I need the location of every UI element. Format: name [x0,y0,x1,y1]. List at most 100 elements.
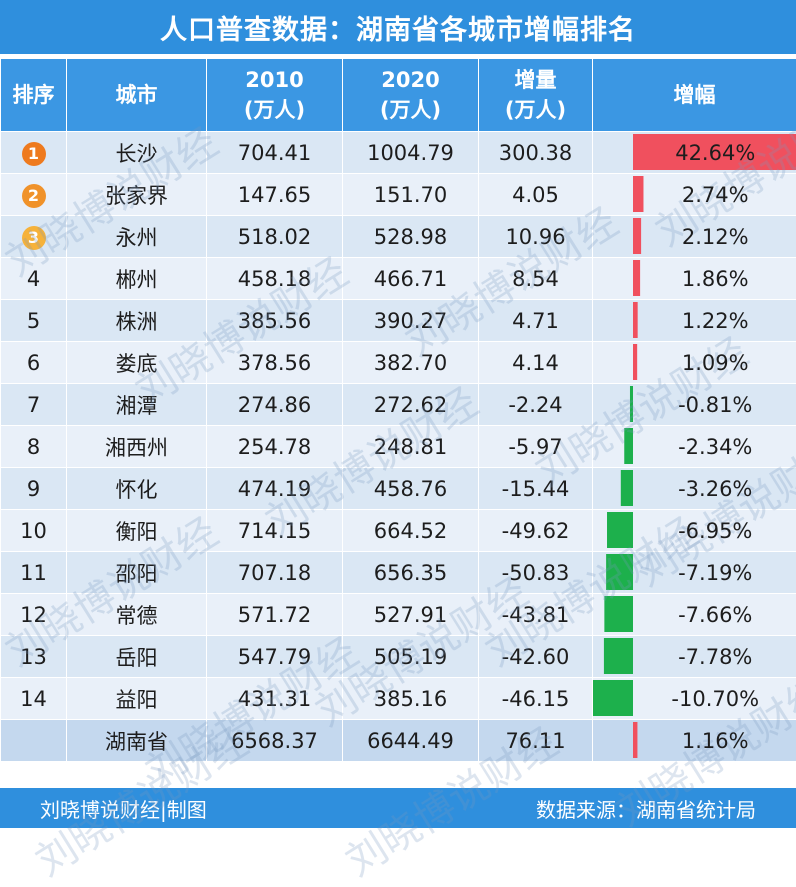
rank-cell: 2 [1,174,67,216]
city-cell: 长沙 [67,132,207,174]
pop-2020-cell: 382.70 [343,342,479,384]
city-cell: 郴州 [67,258,207,300]
rank-medal-icon: 1 [22,142,46,166]
city-cell: 湘西州 [67,426,207,468]
city-cell: 常德 [67,594,207,636]
increase-cell: 4.14 [479,342,593,384]
growth-cell: -7.78% [635,636,796,678]
rank-cell: 13 [1,636,67,678]
growth-cell: -0.81% [635,384,796,426]
pop-2020-cell: 527.91 [343,594,479,636]
growth-bar-svg [593,258,635,299]
growth-bar-cell [593,510,635,552]
growth-cell: 1.09% [635,342,796,384]
growth-bar-svg [593,468,635,509]
city-cell: 永州 [67,216,207,258]
rank-cell: 5 [1,300,67,342]
growth-cell: -6.95% [635,510,796,552]
growth-cell: 2.12% [635,216,796,258]
footer-credit: 刘晓博说财经|制图 [40,794,207,823]
pop-2010-cell: 714.15 [207,510,343,552]
increase-cell: -46.15 [479,678,593,720]
increase-cell: -2.24 [479,384,593,426]
pop-2020-cell: 390.27 [343,300,479,342]
rank-cell: 12 [1,594,67,636]
increase-cell: -49.62 [479,510,593,552]
pop-2010-cell: 378.56 [207,342,343,384]
growth-bar [624,428,633,464]
rank-medal-icon: 3 [22,226,46,250]
pop-2010-cell: 518.02 [207,216,343,258]
city-cell: 湘潭 [67,384,207,426]
pop-2010-header: 2010 (万人) [207,59,343,132]
growth-bar-svg [593,678,635,719]
pop-2020-cell: 458.76 [343,468,479,510]
rank-cell [1,720,67,762]
growth-bar-svg [593,720,635,761]
growth-bar-cell [593,258,635,300]
city-cell: 怀化 [67,468,207,510]
growth-bar [621,470,633,506]
pop-2020-cell: 385.16 [343,678,479,720]
rank-cell: 14 [1,678,67,720]
growth-bar-cell [593,552,635,594]
city-cell: 张家界 [67,174,207,216]
growth-bar-svg [593,636,635,677]
pop-2020-cell: 248.81 [343,426,479,468]
rank-cell: 3 [1,216,67,258]
growth-bar-cell [593,342,635,384]
growth-bar-svg [593,342,635,383]
increase-cell: 10.96 [479,216,593,258]
city-cell: 邵阳 [67,552,207,594]
footer: 刘晓博说财经|制图 数据来源：湖南省统计局 [0,788,796,828]
pop-2020-cell: 505.19 [343,636,479,678]
increase-cell: -15.44 [479,468,593,510]
increase-cell: 4.71 [479,300,593,342]
growth-bar-svg [593,384,635,425]
growth-bar-cell [593,384,635,426]
growth-bar-cell [593,636,635,678]
growth-bar [593,680,633,716]
pop-2020-cell: 528.98 [343,216,479,258]
increase-cell: -50.83 [479,552,593,594]
pop-2010-cell: 147.65 [207,174,343,216]
pop-2010-cell: 385.56 [207,300,343,342]
growth-bar [607,512,633,548]
growth-bar-cell [593,720,635,762]
city-cell: 衡阳 [67,510,207,552]
city-cell: 岳阳 [67,636,207,678]
rank-cell: 6 [1,342,67,384]
growth-bar-cell [593,426,635,468]
growth-bar-cell [593,132,635,174]
growth-cell: -7.19% [635,552,796,594]
growth-bar [606,554,633,590]
growth-cell: -3.26% [635,468,796,510]
growth-bar [630,386,633,422]
pop-2020-cell: 1004.79 [343,132,479,174]
growth-bar-svg [593,552,635,593]
increase-header: 增量 (万人) [479,59,593,132]
increase-cell: 76.11 [479,720,593,762]
growth-bar [604,596,633,632]
growth-bar-cell [593,468,635,510]
growth-cell: 1.16% [635,720,796,762]
city-cell: 湖南省 [67,720,207,762]
rank-header: 排序 [1,59,67,132]
increase-cell: 300.38 [479,132,593,174]
pop-2020-cell: 656.35 [343,552,479,594]
growth-bar [604,638,633,674]
growth-header: 增幅 [593,59,796,132]
pop-2020-cell: 466.71 [343,258,479,300]
growth-bar-svg [593,174,635,215]
pop-2010-cell: 6568.37 [207,720,343,762]
